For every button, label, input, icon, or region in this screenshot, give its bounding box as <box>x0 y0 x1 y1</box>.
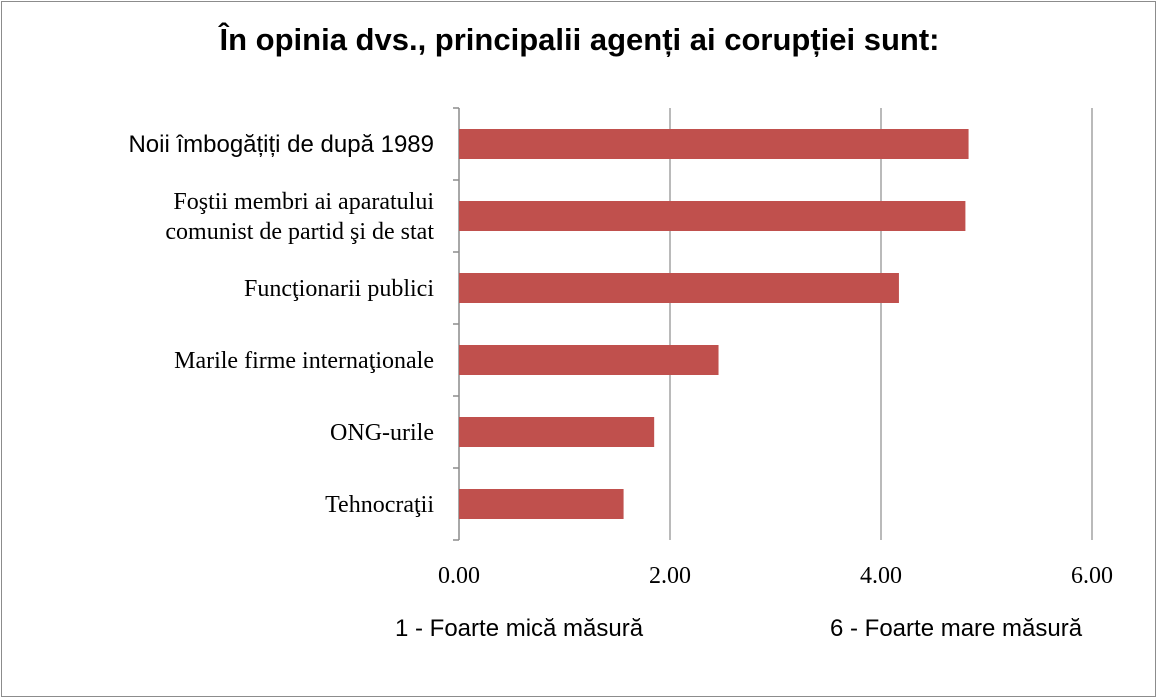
x-tick-label: 2.00 <box>649 563 691 589</box>
category-label: Funcţionarii publici <box>244 276 434 302</box>
x-tick-label: 0.00 <box>438 563 480 589</box>
category-label: Noii îmbogățiți de după 1989 <box>128 131 434 158</box>
bar <box>459 201 966 231</box>
bar <box>459 129 969 159</box>
x-tick-label: 4.00 <box>860 563 902 589</box>
scale-note-left: 1 - Foarte mică măsură <box>395 615 644 642</box>
category-label: Foştii membri ai aparatului comunist de p… <box>165 189 434 245</box>
x-tick-label: 6.00 <box>1071 563 1113 589</box>
bar <box>459 273 899 303</box>
chart-title: În opinia dvs., principalii agenți ai co… <box>219 22 940 57</box>
category-label: ONG-urile <box>330 420 434 446</box>
bar <box>459 489 624 519</box>
category-label: Marile firme internaţionale <box>174 348 434 374</box>
bar <box>459 345 719 375</box>
category-label: Tehnocraţii <box>325 492 434 518</box>
bar <box>459 417 655 447</box>
scale-note-right: 6 - Foarte mare măsură <box>830 615 1083 642</box>
